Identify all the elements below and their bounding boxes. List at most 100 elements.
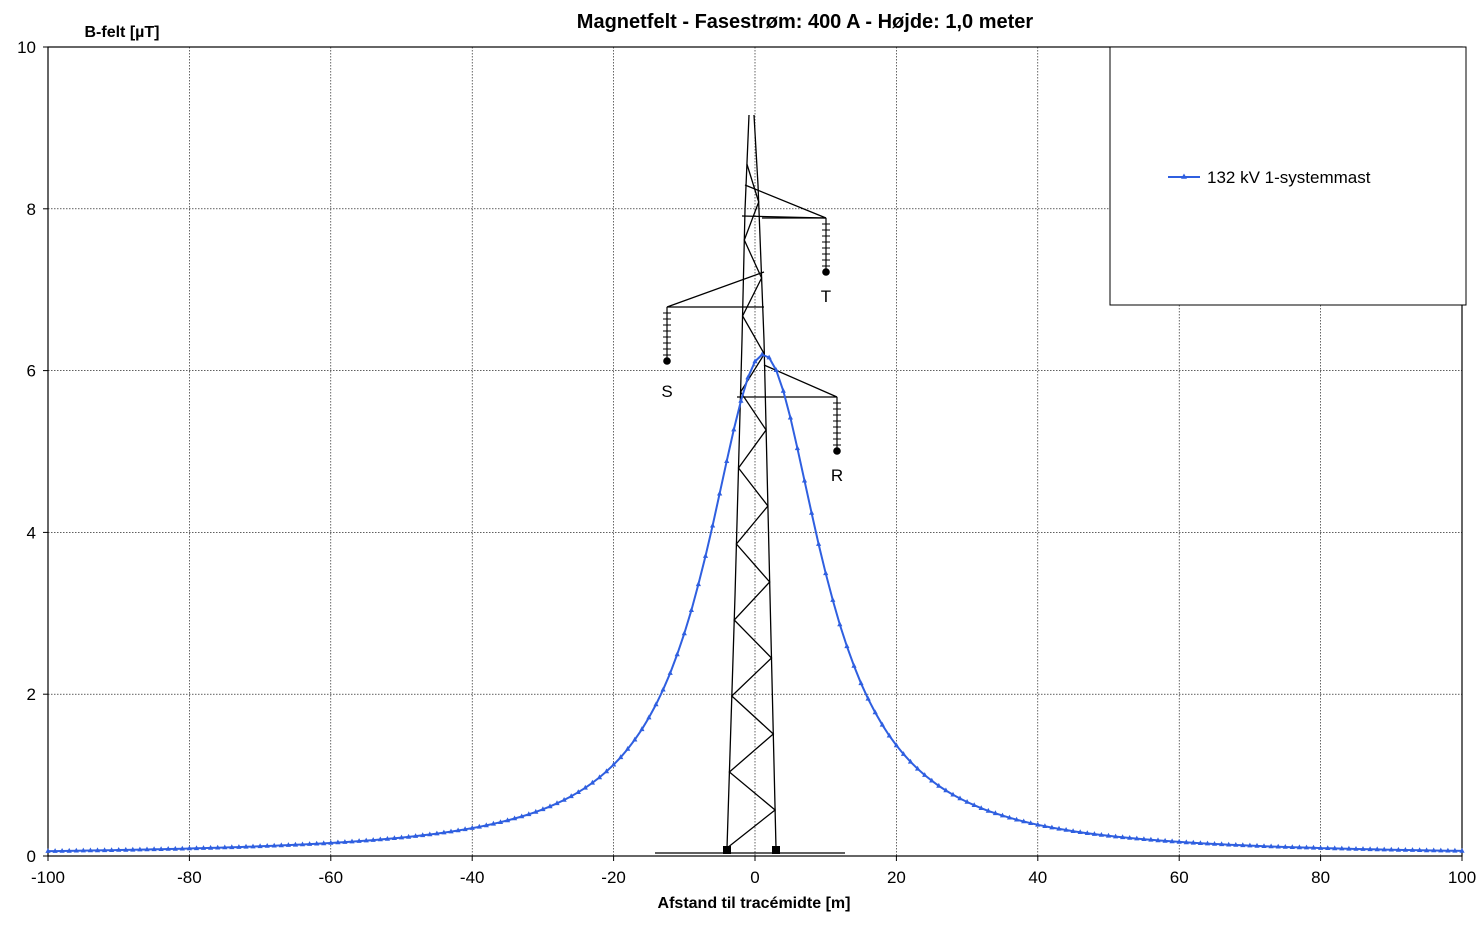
data-point — [978, 805, 984, 810]
data-point — [1021, 818, 1027, 824]
data-point — [999, 812, 1006, 818]
data-point — [922, 772, 928, 777]
y-tick-label: 10 — [17, 38, 36, 57]
data-point — [1113, 833, 1119, 839]
data-point — [1353, 846, 1359, 851]
data-point — [1098, 832, 1104, 837]
data-point — [1063, 827, 1069, 832]
data-point — [448, 828, 454, 834]
data-point — [278, 842, 284, 848]
data-point — [257, 843, 263, 849]
data-point — [222, 844, 228, 850]
data-point — [695, 581, 701, 587]
y-tick-label: 6 — [27, 362, 36, 381]
data-point — [1183, 839, 1189, 845]
data-point — [1318, 845, 1324, 850]
conductor-2 — [833, 447, 841, 455]
phase-label-0: T — [821, 287, 831, 306]
data-point — [406, 833, 412, 839]
data-point — [483, 822, 489, 828]
data-point — [1091, 831, 1097, 836]
x-axis-label: Afstand til tracémidte [m] — [658, 895, 851, 912]
data-point — [752, 358, 758, 364]
data-point — [639, 726, 645, 732]
y-tick-label: 4 — [27, 523, 36, 542]
data-point — [165, 846, 171, 851]
data-point — [377, 836, 383, 842]
data-point — [356, 838, 362, 843]
data-point — [1006, 814, 1013, 820]
data-point — [519, 813, 525, 819]
data-point — [731, 426, 737, 432]
data-point — [66, 847, 72, 853]
data-point — [603, 768, 610, 774]
tick-labels: -100 -80 -60 -40 -20 0 20 40 60 80 100 0 2 4 6 8 10 — [17, 38, 1476, 887]
data-point — [1141, 836, 1147, 841]
x-tick-label: -20 — [601, 868, 626, 887]
data-point — [335, 839, 341, 845]
data-point — [349, 838, 355, 844]
data-point — [787, 414, 793, 420]
data-point — [915, 765, 921, 771]
data-point — [724, 458, 730, 463]
legend: 132 kV 1-systemmast — [1109, 46, 1467, 306]
data-point — [533, 808, 539, 814]
data-point — [236, 844, 242, 849]
data-point — [1176, 838, 1182, 844]
data-point — [434, 830, 440, 836]
data-point — [964, 799, 970, 804]
data-point — [681, 630, 687, 636]
data-point — [674, 651, 680, 657]
data-point — [1332, 845, 1338, 851]
data-point — [766, 354, 772, 360]
x-tick-label: 20 — [887, 868, 906, 887]
legend-marker — [1181, 173, 1187, 179]
data-point — [1261, 843, 1267, 848]
data-point — [497, 819, 504, 824]
data-point — [1395, 846, 1401, 852]
data-point — [1120, 834, 1126, 840]
data-point — [1127, 835, 1133, 840]
data-point — [1190, 839, 1196, 845]
data-point — [45, 848, 51, 853]
data-point — [688, 607, 694, 612]
data-point — [229, 844, 235, 850]
data-point — [427, 831, 433, 837]
data-point — [504, 817, 511, 823]
data-point — [1296, 844, 1302, 850]
chart-title: Magnetfelt - Fasestrøm: 400 A - Højde: 1… — [577, 11, 1034, 33]
data-point — [172, 845, 178, 851]
data-point — [1346, 845, 1352, 851]
data-point — [929, 777, 935, 783]
data-point — [872, 709, 878, 715]
data-point — [52, 848, 58, 853]
data-point — [625, 746, 631, 751]
data-point — [865, 695, 871, 701]
data-point — [1282, 844, 1288, 849]
data-point — [1275, 843, 1281, 849]
data-point — [186, 845, 192, 851]
data-point — [717, 490, 723, 496]
data-point — [526, 811, 532, 817]
tower-footing-left — [723, 846, 731, 854]
data-point — [653, 701, 659, 707]
data-point — [314, 840, 320, 846]
data-point — [943, 787, 949, 793]
tower-leg-left — [726, 114, 750, 849]
data-point — [208, 844, 214, 850]
data-point — [1169, 838, 1175, 844]
data-point — [193, 845, 200, 851]
data-point — [109, 847, 115, 852]
data-point — [957, 795, 963, 801]
x-tick-label: -60 — [319, 868, 344, 887]
data-point — [702, 553, 709, 558]
data-point — [250, 843, 256, 849]
data-point — [123, 846, 129, 852]
data-point — [1459, 847, 1465, 853]
data-point — [660, 686, 666, 692]
data-point — [469, 825, 475, 830]
data-point — [102, 847, 108, 853]
data-point — [1077, 829, 1083, 834]
